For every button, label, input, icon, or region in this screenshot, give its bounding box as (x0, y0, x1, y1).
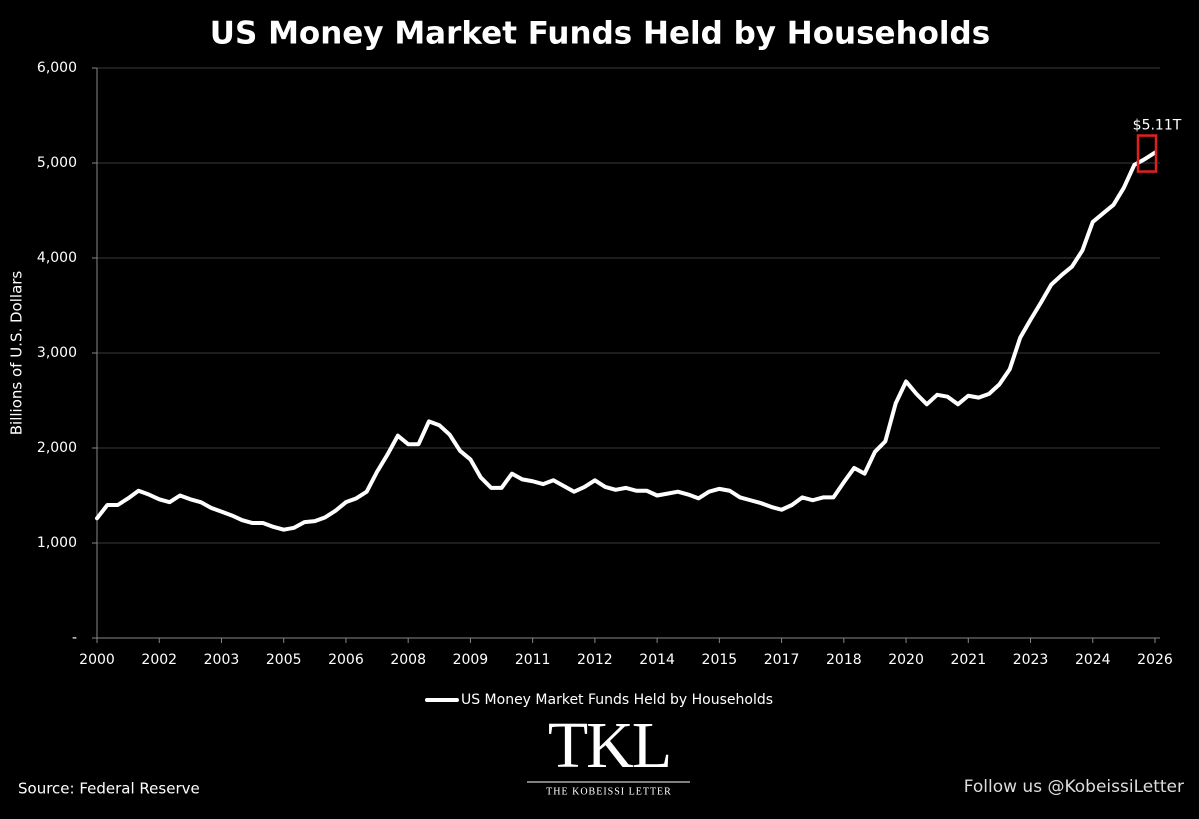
y-tick-label: 5,000 (37, 155, 77, 171)
plot-area: - 1,000 2,000 3,000 4,000 5,000 6,000 2000 2002 2… (37, 60, 1182, 708)
y-tick-label: 1,000 (37, 535, 77, 551)
x-tick-label: 2023 (1013, 652, 1049, 668)
y-tick-label: 3,000 (37, 345, 77, 361)
logo-subtitle: THE KOBEISSI LETTER (546, 786, 672, 797)
y-tick-label: 6,000 (37, 60, 77, 76)
x-tick-label: 2018 (826, 652, 862, 668)
logo-text: TKL (548, 709, 670, 782)
x-tick-label: 2006 (328, 652, 364, 668)
x-tick-label: 2026 (1137, 652, 1173, 668)
x-tick-label: 2008 (390, 652, 426, 668)
line-series (95, 150, 1157, 532)
x-tick-label: 2021 (950, 652, 986, 668)
x-tick-label: 2012 (577, 652, 613, 668)
legend-label: US Money Market Funds Held by Households (461, 692, 773, 708)
x-tick-label: 2011 (515, 652, 551, 668)
x-tick-label: 2002 (141, 652, 177, 668)
footer: Follow us @KobeissiLetter (964, 777, 1184, 797)
x-tick-label: 2015 (702, 652, 738, 668)
highlight-box (1136, 134, 1158, 173)
chart-title: US Money Market Funds Held by Households (210, 16, 990, 52)
x-tick-label: 2017 (764, 652, 800, 668)
y-axis-label: Billions of U.S. Dollars (8, 271, 26, 436)
x-tick-label: 2009 (453, 652, 489, 668)
y-tick-label: 2,000 (37, 440, 77, 456)
x-tick-label: 2014 (639, 652, 675, 668)
x-tick-label: 2000 (79, 652, 115, 668)
y-tick-label: - (72, 630, 77, 646)
source: Source: Federal Reserve (18, 780, 200, 798)
x-tick-label: 2024 (1075, 652, 1111, 668)
data-label: $5.11T (1133, 118, 1182, 134)
x-tick-label: 2020 (888, 652, 924, 668)
x-tick-label: 2005 (266, 652, 302, 668)
x-tick-label: 2003 (204, 652, 240, 668)
y-tick-label: 4,000 (37, 250, 77, 266)
